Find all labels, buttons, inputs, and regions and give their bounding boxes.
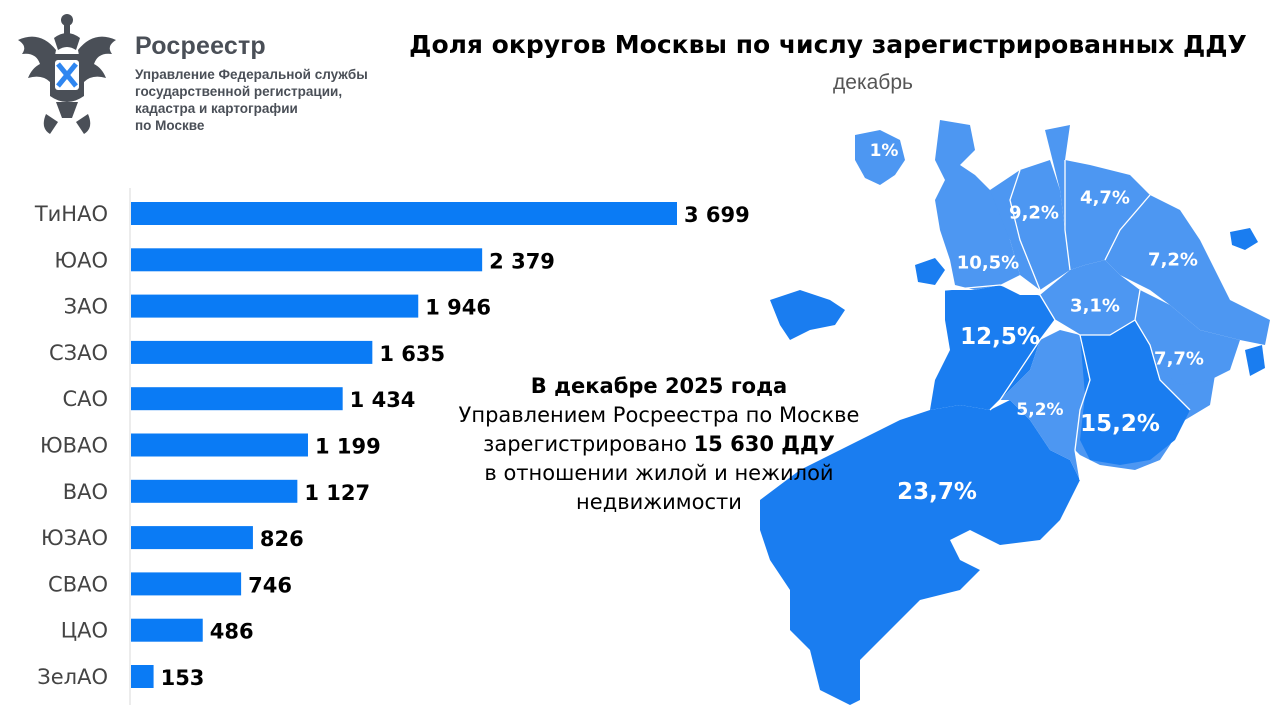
map-island <box>915 258 945 285</box>
logo-subtitle: Управление Федеральной службы государств… <box>135 66 395 134</box>
bar <box>131 340 373 364</box>
value-label: 153 <box>161 666 205 690</box>
bar <box>131 202 677 225</box>
map-region-yuvao-east <box>1135 290 1240 385</box>
map-label: 7,7% <box>1154 348 1204 370</box>
note-line: В декабре 2025 года <box>530 374 788 398</box>
note-text: зарегистрировано <box>483 432 694 456</box>
map-label: 3,1% <box>1070 295 1120 317</box>
bar <box>131 572 242 596</box>
map-label: 12,5% <box>960 324 1040 350</box>
note-total: 15 630 ДДУ <box>693 432 835 456</box>
rosreestr-logo: Росреестр Управление Федеральной службы … <box>10 10 390 140</box>
value-label: 1 199 <box>315 435 381 459</box>
category-label: ЗелАО <box>37 665 108 689</box>
logo-subtitle-line: кадастра и картографии <box>135 101 298 116</box>
bar <box>131 433 308 457</box>
map-island <box>1245 345 1265 376</box>
value-label: 746 <box>248 573 292 597</box>
category-label: САО <box>62 387 108 411</box>
value-label: 1 434 <box>350 388 416 412</box>
eagle-emblem-icon <box>18 14 116 134</box>
bar <box>131 248 483 272</box>
map-island <box>1230 228 1258 250</box>
bar <box>131 294 419 318</box>
value-label: 3 699 <box>684 203 750 227</box>
value-label: 1 946 <box>425 296 491 320</box>
logo-name: Росреестр <box>135 32 266 60</box>
bar <box>131 618 203 642</box>
bar <box>131 387 343 411</box>
map-region-yuao <box>1080 320 1190 465</box>
logo-subtitle-line: по Москве <box>135 118 205 133</box>
map-label: 15,2% <box>1080 411 1160 437</box>
bar <box>131 526 253 550</box>
map-label: 1% <box>869 141 899 161</box>
category-label: СЗАО <box>49 341 108 365</box>
bar-chart: ТиНАО 3 699 ЮАО 2 379 ЗАО 1 946 СЗАО 1 635 САО 1 … <box>34 188 750 705</box>
note-line: зарегистрировано 15 630 ДДУ <box>430 430 888 459</box>
category-label: ЦАО <box>61 619 108 643</box>
value-label: 826 <box>260 527 304 551</box>
category-label: ЮЗАО <box>41 526 108 550</box>
map-label: 4,7% <box>1080 187 1130 209</box>
chart-subtitle: декабрь <box>833 71 913 94</box>
value-label: 2 379 <box>489 249 555 273</box>
bar <box>131 479 298 503</box>
value-label: 1 127 <box>304 481 370 505</box>
logo-subtitle-line: государственной регистрации, <box>135 84 343 99</box>
note-line: Управлением Росреестра по Москве <box>458 403 860 427</box>
category-label: СВАО <box>48 572 108 596</box>
category-label: ЮВАО <box>40 434 108 458</box>
note-line: недвижимости <box>576 490 742 514</box>
map-label: 23,7% <box>897 479 977 505</box>
logo-subtitle-line: Управление Федеральной службы <box>135 67 368 82</box>
category-label: ЮАО <box>54 248 108 272</box>
map-region-yuvao <box>1075 320 1215 470</box>
map-label: 10,5% <box>956 252 1020 274</box>
map-island <box>770 290 845 340</box>
chart-title: Доля округов Москвы по числу зарегистрир… <box>409 30 1247 59</box>
bar <box>131 665 154 688</box>
category-label: ТиНАО <box>34 202 108 226</box>
map-label: 7,2% <box>1148 249 1198 271</box>
map-label: 5,2% <box>1016 400 1064 420</box>
category-label: ВАО <box>63 480 108 504</box>
map-label: 9,2% <box>1009 202 1059 224</box>
value-label: 1 635 <box>379 342 445 366</box>
note-line: в отношении жилой и нежилой <box>484 461 834 485</box>
category-label: ЗАО <box>64 295 108 319</box>
summary-note: В декабре 2025 года Управлением Росреест… <box>430 372 888 517</box>
value-label: 486 <box>210 620 254 644</box>
